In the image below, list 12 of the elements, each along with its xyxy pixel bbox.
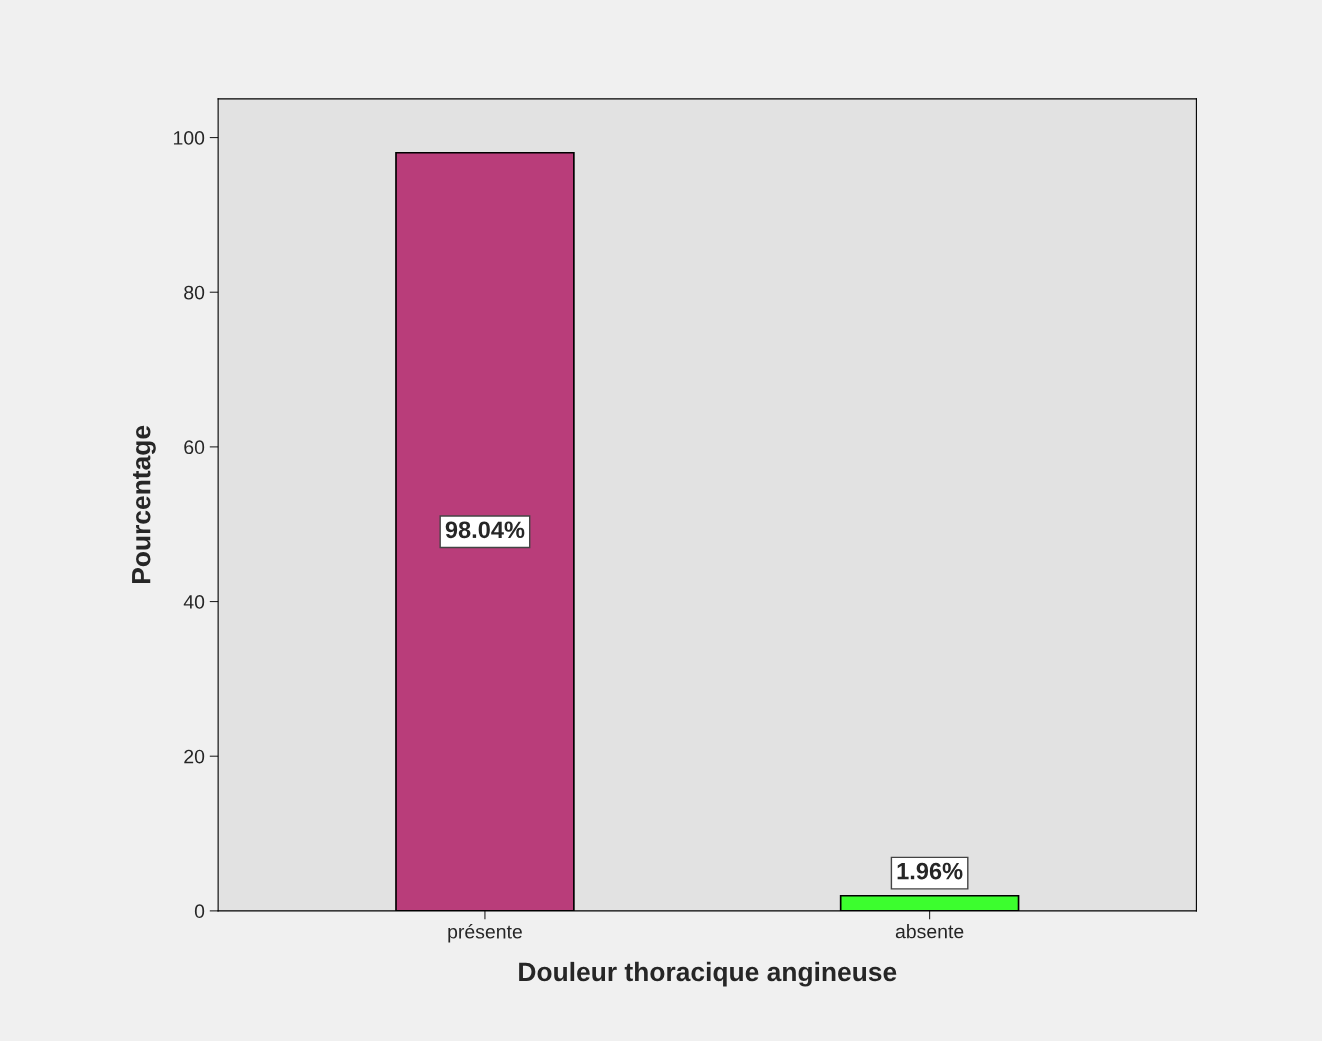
y-tick-label: 20 [184, 749, 205, 764]
data-label: 98.04% [445, 521, 525, 539]
y-tick-label: 40 [183, 595, 205, 609]
x-tick-label: absente [895, 924, 964, 939]
y-tick-label: 100 [173, 131, 205, 145]
y-axis-title: Pourcentage [132, 425, 156, 584]
x-axis-title: Douleur thoracique angineuse [519, 961, 897, 987]
x-tick-label: présente [448, 924, 522, 943]
y-tick-label: 0 [194, 904, 205, 919]
y-tick-label: 60 [184, 440, 205, 455]
data-label: 1.96% [897, 862, 963, 880]
y-tick-label: 80 [184, 285, 205, 300]
